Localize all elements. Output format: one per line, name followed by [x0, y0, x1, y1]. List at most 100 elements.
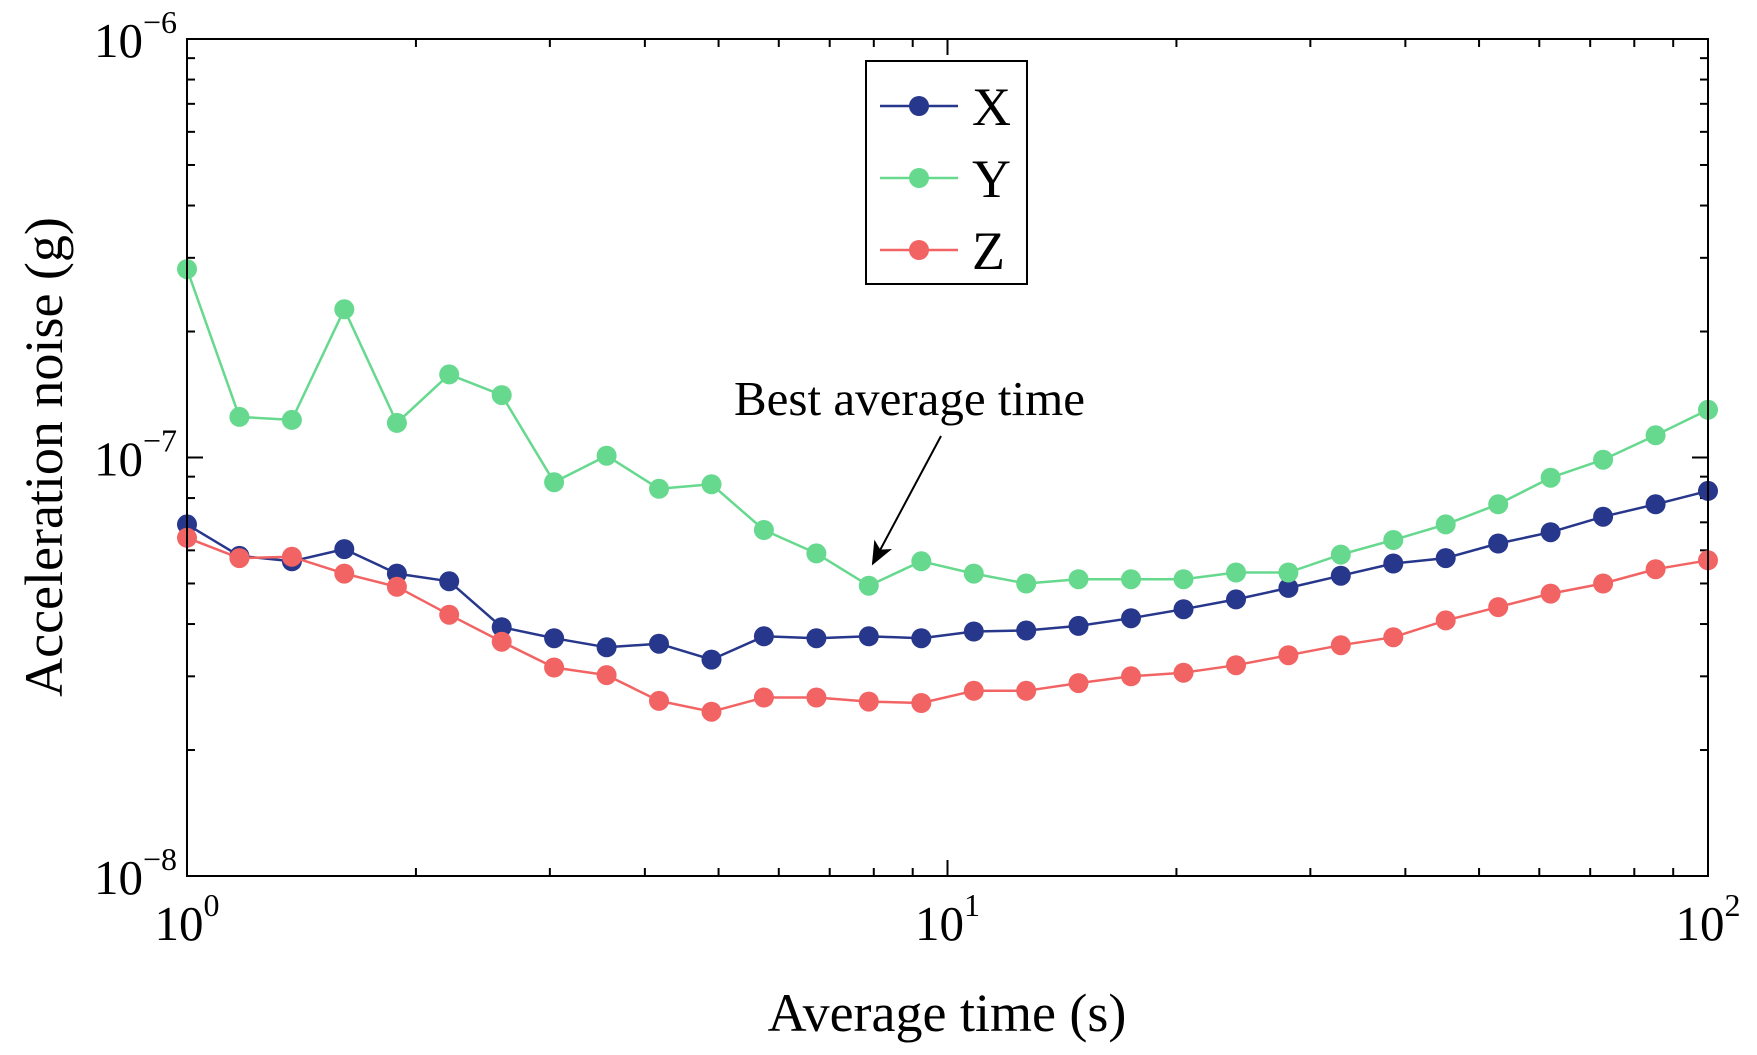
series-y-point [806, 543, 827, 564]
y-tick-label: 10−6 [94, 4, 177, 68]
series-z-point [701, 701, 722, 722]
series-z-point [1121, 666, 1141, 687]
series-z-point [491, 631, 512, 652]
x-tick-label-base: 10 [155, 896, 204, 951]
annotation-text: Best average time [734, 371, 1085, 426]
legend: XYZ [865, 60, 1028, 285]
series-y-point [911, 551, 932, 572]
series-z-point [963, 680, 984, 701]
legend-entry-x: X [880, 77, 1011, 137]
series-y-point [596, 445, 617, 466]
y-tick-label: 10−8 [94, 841, 177, 905]
x-tick-label: 100 [155, 887, 220, 951]
data-series [177, 259, 1718, 722]
series-z-point [1226, 655, 1246, 676]
y-tick-label-base: 10 [94, 13, 143, 68]
series-z-point [1330, 635, 1351, 656]
series-y-point [439, 364, 460, 385]
series-y-point [1435, 514, 1456, 535]
x-tick-label-exponent: 2 [1725, 887, 1741, 923]
series-y-point [1278, 562, 1299, 583]
series-x-point [1121, 608, 1141, 629]
series-z-point [858, 691, 879, 712]
legend-z-marker [909, 240, 929, 260]
series-z-point [386, 576, 407, 597]
series-y-point [1330, 544, 1351, 565]
y-tick-label-base: 10 [94, 432, 143, 487]
y-tick-label-exponent: −8 [143, 841, 177, 877]
series-x-point [963, 621, 984, 642]
series-x-point [1068, 615, 1089, 636]
series-y-point [1173, 569, 1194, 590]
series-z-point [1016, 680, 1037, 701]
series-y-point [1593, 449, 1614, 470]
series-z-point [1593, 573, 1614, 594]
series-x-point [1593, 506, 1614, 527]
series-x-point [1226, 589, 1246, 610]
series-x-point [439, 571, 460, 592]
series-y-point [963, 563, 984, 584]
x-tick-label-base: 10 [915, 896, 964, 951]
series-y-point [491, 385, 512, 406]
series-x-point [1540, 522, 1561, 543]
x-axis-label: Average time (s) [768, 983, 1127, 1043]
series-x-point [858, 626, 879, 647]
plot-frame [186, 38, 1709, 877]
series-x-point [1645, 494, 1666, 515]
series-z-point [1173, 662, 1194, 683]
y-tick-label-base: 10 [94, 850, 143, 905]
series-y-point [858, 575, 879, 596]
series-y-point [1645, 425, 1666, 446]
y-tick-label-exponent: −6 [143, 4, 177, 40]
annotation: Best average time [734, 371, 1085, 566]
x-tick-label: 102 [1676, 887, 1741, 951]
series-z-point [229, 548, 250, 569]
legend-z-label: Z [972, 221, 1005, 281]
x-tick-label-base: 10 [1676, 896, 1725, 951]
series-z-point [1488, 597, 1509, 618]
series-y-point [229, 406, 250, 427]
y-tick-label: 10−7 [94, 423, 177, 487]
series-z-point [1278, 645, 1299, 666]
series-x-point [753, 626, 774, 647]
y-axis-label: Acceleration noise (g) [14, 217, 74, 697]
series-z-point [439, 604, 460, 625]
series-z [177, 527, 1718, 722]
series-z-point [1383, 627, 1404, 648]
legend-x-marker [909, 96, 929, 116]
series-x-point [596, 637, 617, 658]
legend-entry-z: Z [880, 221, 1005, 281]
series-z-point [753, 687, 774, 708]
series-y-point [1226, 562, 1246, 583]
series-x-point [1278, 577, 1299, 598]
x-tick-label-exponent: 1 [964, 887, 980, 923]
series-x-point [491, 617, 512, 638]
legend-y-marker [909, 168, 929, 188]
series-x-point [806, 628, 827, 649]
series-z-point [911, 693, 932, 713]
series-y-point [1016, 573, 1037, 594]
series-x-point [1330, 565, 1351, 586]
series-y-point [649, 478, 669, 499]
series-x [177, 480, 1718, 670]
x-tick-label: 101 [915, 887, 980, 951]
series-y-point [281, 409, 302, 430]
series-z-point [1068, 673, 1089, 694]
legend-box [865, 60, 1028, 285]
series-z-point [596, 665, 617, 686]
series-z-point [544, 657, 565, 678]
series-z-point [1645, 559, 1666, 580]
series-y-point [386, 412, 407, 433]
series-y-point [1068, 569, 1089, 590]
series-x-point [334, 539, 355, 560]
series-z-point [334, 563, 355, 584]
series-y-point [1121, 569, 1141, 590]
y-tick-label-exponent: −7 [143, 423, 177, 459]
series-y-point [544, 472, 565, 493]
series-y-point [1488, 494, 1509, 515]
series-y-point [1540, 467, 1561, 488]
legend-x-label: X [972, 77, 1011, 137]
series-x-point [1173, 599, 1194, 620]
series-x-point [649, 633, 669, 654]
